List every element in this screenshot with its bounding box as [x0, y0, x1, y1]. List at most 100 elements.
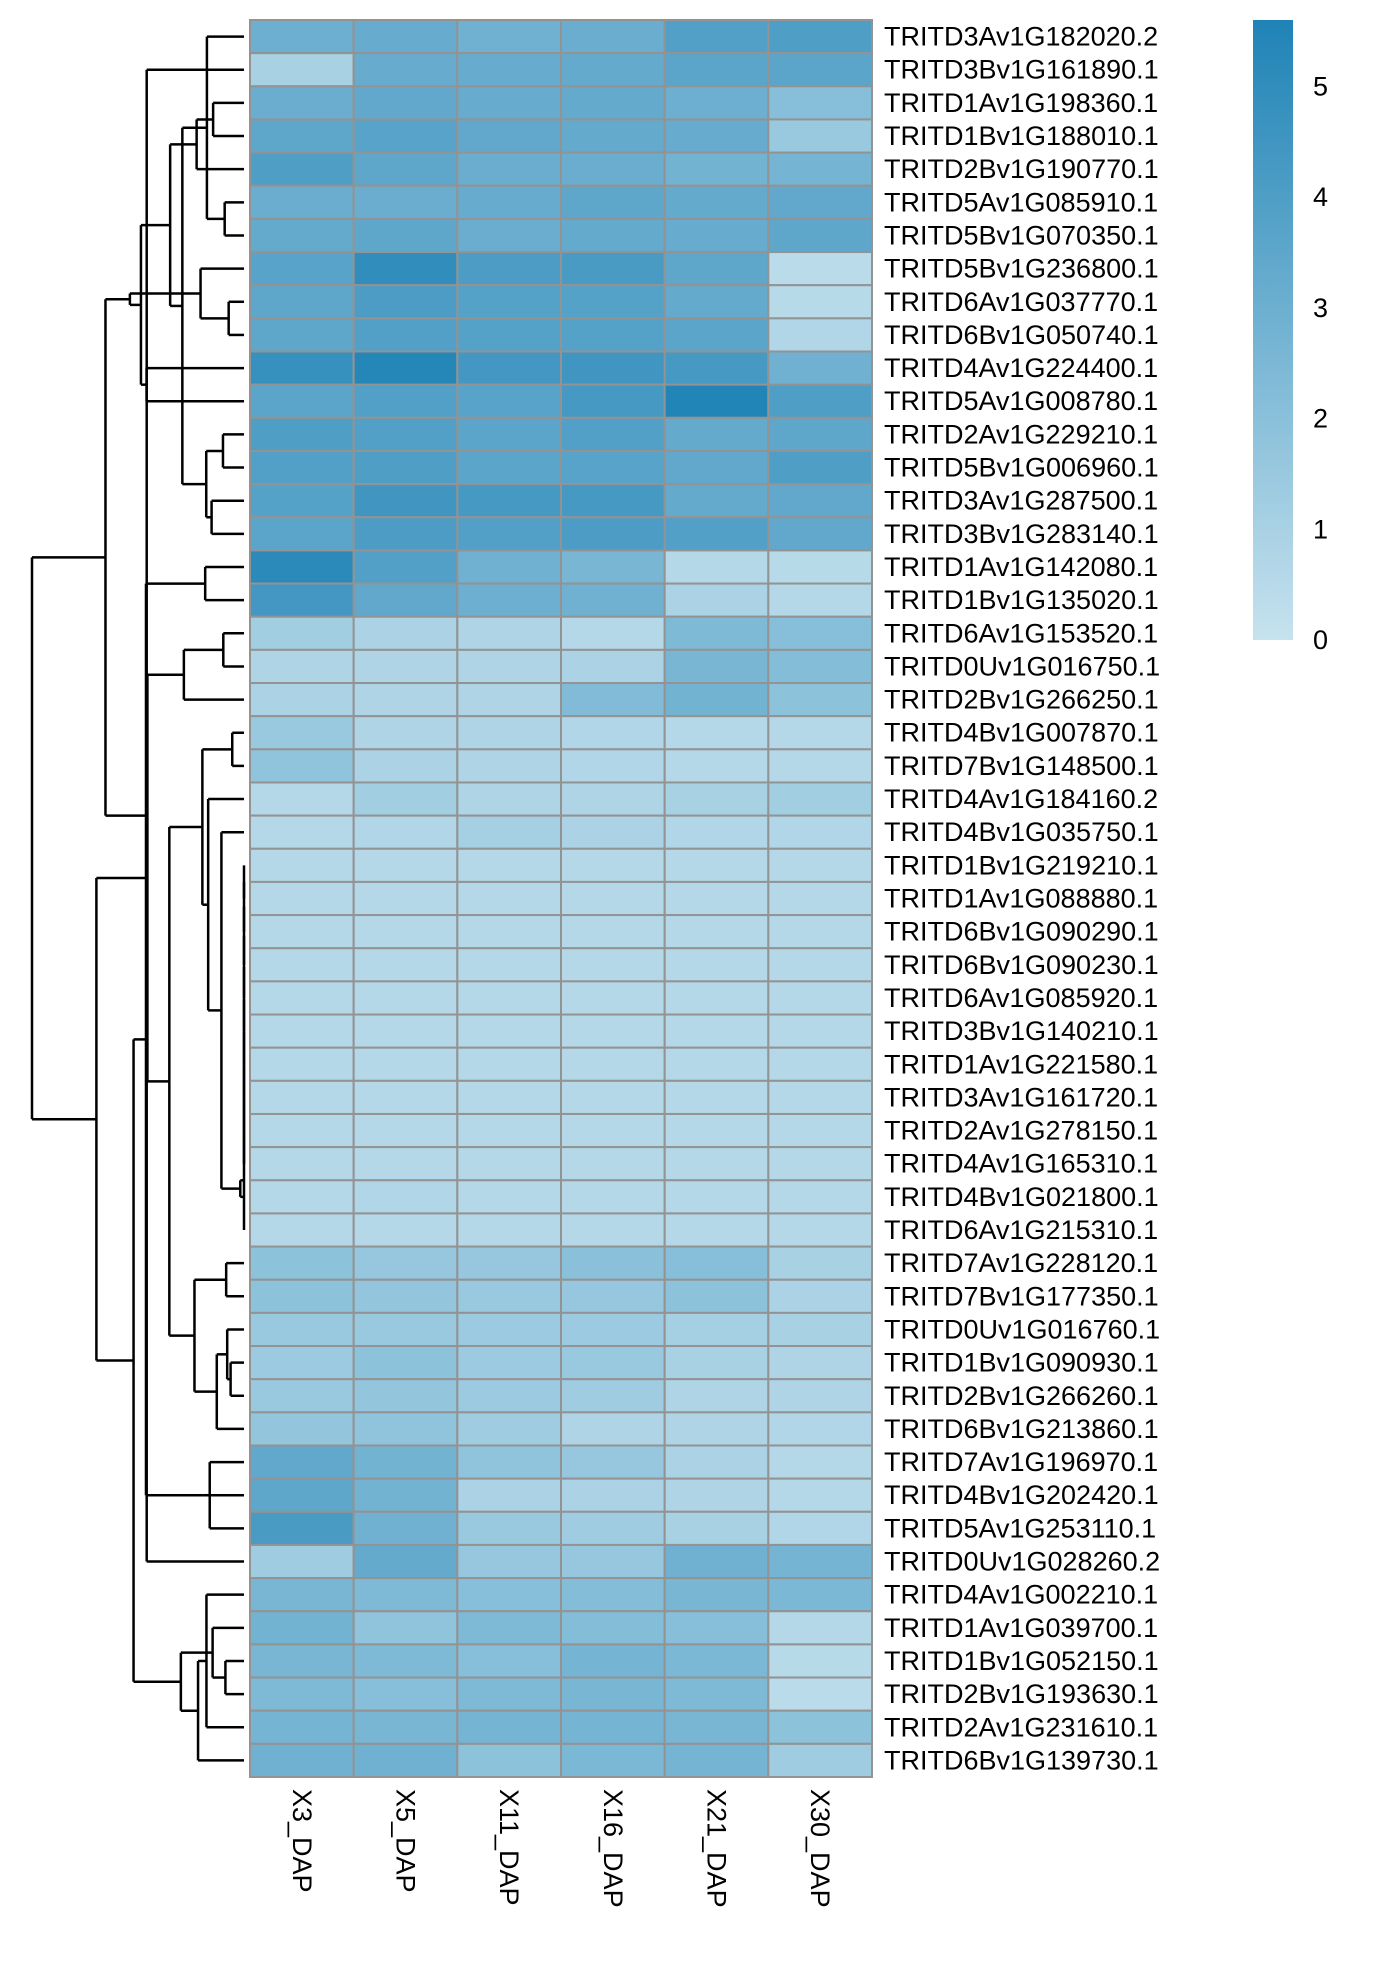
- heatmap-cell: [456, 847, 563, 883]
- heatmap-cell: [249, 317, 355, 353]
- heatmap-cell: [249, 947, 355, 983]
- heatmap-cell: [663, 85, 770, 121]
- row-label: TRITD3Bv1G161890.1: [884, 55, 1159, 85]
- heatmap-cell: [352, 1444, 459, 1480]
- row-label: TRITD5Av1G008780.1: [884, 386, 1158, 416]
- heatmap-cell: [767, 1179, 873, 1215]
- heatmap-cell: [352, 118, 459, 154]
- heatmap-cell: [767, 483, 873, 519]
- heatmap-cell: [560, 483, 666, 519]
- heatmap-cell: [767, 19, 873, 55]
- heatmap-cell: [767, 648, 873, 685]
- heatmap-cell: [249, 1643, 355, 1679]
- heatmap-cell: [663, 1444, 770, 1480]
- heatmap-cell: [352, 284, 459, 320]
- row-label: TRITD4Bv1G035750.1: [884, 817, 1159, 847]
- legend-tick-label: 0: [1313, 625, 1328, 655]
- heatmap-cell: [663, 383, 770, 419]
- heatmap-cell: [560, 416, 666, 452]
- heatmap-cell: [663, 350, 770, 386]
- row-label: TRITD2Bv1G193630.1: [884, 1679, 1159, 1709]
- heatmap-cell: [249, 914, 355, 950]
- heatmap-cell: [249, 1610, 355, 1646]
- heatmap-cell: [456, 284, 563, 320]
- row-label: TRITD7Bv1G148500.1: [884, 751, 1159, 781]
- row-label: TRITD4Bv1G021800.1: [884, 1182, 1159, 1212]
- row-label: TRITD4Av1G002210.1: [884, 1580, 1158, 1610]
- heatmap-cell: [249, 151, 355, 187]
- heatmap-cell: [352, 682, 459, 718]
- heatmap-cell: [456, 1179, 563, 1215]
- heatmap-cell: [663, 151, 770, 187]
- heatmap-cell: [560, 880, 666, 917]
- heatmap-cell: [352, 648, 459, 685]
- heatmap-cell: [560, 1676, 666, 1712]
- legend-tick-label: 4: [1313, 182, 1328, 212]
- row-label: TRITD3Av1G161720.1: [884, 1082, 1158, 1112]
- heatmap-cell: [352, 814, 459, 850]
- heatmap-cell: [767, 814, 873, 850]
- heatmap-cell: [456, 748, 563, 784]
- heatmap-cell: [663, 184, 770, 220]
- heatmap-cell: [249, 52, 355, 88]
- heatmap-cell: [456, 1245, 563, 1281]
- heatmap-cell: [560, 1212, 666, 1248]
- row-label: TRITD6Bv1G213860.1: [884, 1414, 1159, 1444]
- row-label: TRITD7Av1G228120.1: [884, 1248, 1158, 1278]
- heatmap-cell: [352, 383, 459, 419]
- heatmap-cell: [352, 1543, 459, 1580]
- heatmap-cell: [352, 184, 459, 220]
- heatmap-cell: [767, 1610, 873, 1646]
- heatmap-cell: [456, 516, 563, 552]
- heatmap-cell: [352, 1212, 459, 1248]
- heatmap-cell: [249, 615, 355, 651]
- heatmap-cell: [560, 1709, 666, 1745]
- heatmap-cell: [663, 847, 770, 883]
- heatmap-cell: [352, 1079, 459, 1115]
- heatmap-cell: [560, 781, 666, 817]
- heatmap-cell: [560, 217, 666, 254]
- heatmap-cell: [352, 217, 459, 254]
- heatmap-cell: [352, 1610, 459, 1646]
- heatmap-cell: [560, 582, 666, 618]
- heatmap-cell: [663, 1079, 770, 1115]
- row-label: TRITD1Bv1G135020.1: [884, 585, 1159, 615]
- heatmap-cell: [249, 449, 355, 486]
- row-label: TRITD2Av1G278150.1: [884, 1116, 1158, 1146]
- heatmap-cell: [560, 184, 666, 220]
- heatmap-cell: [663, 1112, 770, 1149]
- heatmap-cell: [767, 880, 873, 917]
- heatmap-cell: [456, 251, 563, 287]
- heatmap-cell: [663, 1742, 770, 1778]
- heatmap-cell: [560, 85, 666, 121]
- heatmap-cell: [352, 781, 459, 817]
- heatmap-cell: [560, 1477, 666, 1513]
- heatmap-cell: [663, 1013, 770, 1049]
- heatmap-cell: [663, 748, 770, 784]
- heatmap-cell: [663, 1676, 770, 1712]
- heatmap-cell: [560, 284, 666, 320]
- heatmap-cell: [663, 615, 770, 651]
- heatmap-cell: [352, 947, 459, 983]
- heatmap-cell: [767, 914, 873, 950]
- row-label: TRITD2Bv1G190770.1: [884, 154, 1159, 184]
- heatmap-cell: [663, 582, 770, 618]
- row-label: TRITD5Bv1G236800.1: [884, 254, 1159, 284]
- heatmap-cell: [663, 682, 770, 718]
- heatmap-cell: [663, 52, 770, 88]
- heatmap-cell: [456, 615, 563, 651]
- heatmap-cell: [456, 1709, 563, 1745]
- heatmap-cell: [663, 1311, 770, 1348]
- heatmap-cell: [249, 648, 355, 685]
- heatmap-cell: [663, 483, 770, 519]
- heatmap-cell: [767, 980, 873, 1016]
- heatmap-cell: [456, 350, 563, 386]
- heatmap-cell: [352, 914, 459, 950]
- heatmap-cell: [560, 1378, 666, 1414]
- heatmap-cell: [456, 582, 563, 618]
- heatmap-cell: [767, 1709, 873, 1745]
- heatmap-cell: [560, 549, 666, 585]
- row-label: TRITD7Bv1G177350.1: [884, 1281, 1159, 1311]
- heatmap-cell: [352, 1378, 459, 1414]
- heatmap-cell: [663, 516, 770, 552]
